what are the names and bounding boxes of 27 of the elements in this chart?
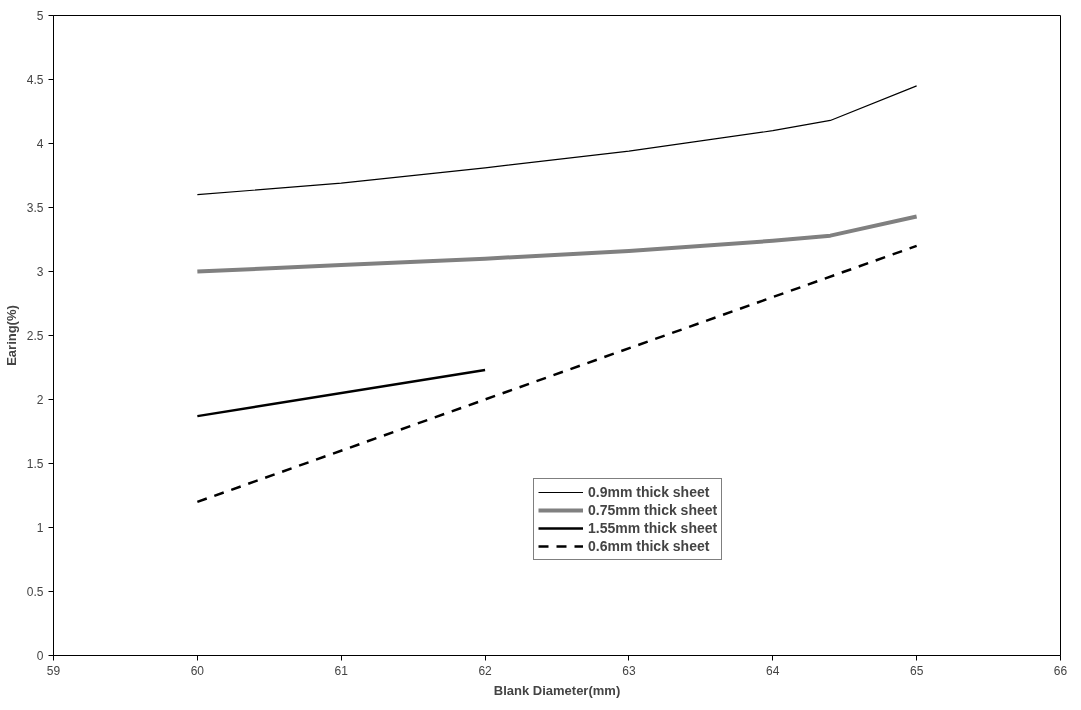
line-series [195, 214, 919, 274]
x-tick-label: 64 [766, 663, 780, 678]
y-tick-label: 2.5 [26, 329, 44, 343]
x-tick-label: 65 [909, 663, 924, 678]
y-axis-title: Earing(%) [3, 305, 19, 366]
line-series [196, 85, 918, 196]
x-axis-title: Blank Diameter(mm) [493, 682, 621, 698]
y-tick-label: 0 [36, 649, 44, 663]
x-tick-label: 66 [1053, 663, 1068, 678]
y-tick-label: 3.5 [26, 201, 44, 215]
legend-label: 0.9mm thick sheet [588, 483, 710, 501]
x-tick-label: 63 [622, 663, 636, 678]
x-tick-label: 61 [334, 663, 349, 678]
legend-label: 1.55mm thick sheet [588, 519, 718, 537]
legend-label: 0.6mm thick sheet [588, 537, 710, 555]
legend-label: 0.75mm thick sheet [588, 501, 718, 519]
y-tick-label: 1 [36, 521, 44, 535]
x-tick-label: 62 [478, 663, 493, 678]
y-tick-label: 4 [36, 137, 44, 151]
y-tick-label: 5 [36, 9, 44, 23]
y-tick-label: 4.5 [26, 73, 44, 87]
x-tick-label: 59 [46, 663, 61, 678]
y-tick-label: 0.5 [26, 585, 44, 599]
y-tick-label: 1.5 [26, 457, 44, 471]
y-tick-label: 3 [36, 265, 44, 279]
x-tick-label: 60 [190, 663, 205, 678]
y-tick-label: 2 [36, 393, 44, 407]
